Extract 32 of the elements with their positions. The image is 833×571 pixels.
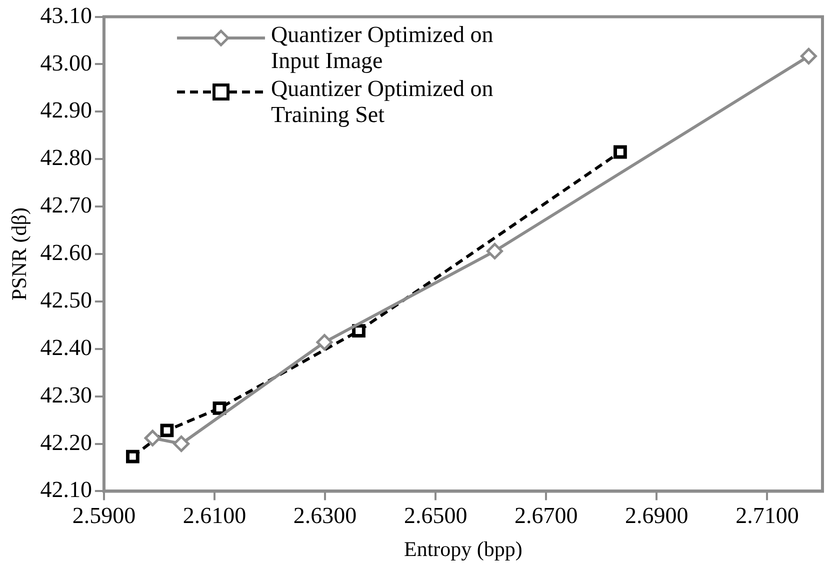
y-tick-label: 43.00 bbox=[40, 50, 92, 76]
point bbox=[316, 334, 333, 350]
y-tick-label: 43.10 bbox=[40, 2, 92, 28]
y-tick-label: 42.80 bbox=[40, 145, 92, 170]
legend-label: Quantizer Optimized on Input Image bbox=[271, 22, 494, 74]
point bbox=[144, 430, 161, 446]
legend-label: Quantizer Optimized on Training Set bbox=[271, 76, 494, 128]
x-tick-label: 2.6300 bbox=[293, 503, 357, 528]
y-tick-label: 42.10 bbox=[40, 477, 92, 502]
point bbox=[352, 324, 366, 338]
x-tick-label: 2.6100 bbox=[182, 503, 246, 528]
y-tick-label: 42.70 bbox=[40, 192, 92, 218]
point bbox=[212, 401, 226, 415]
x-tick-label: 2.6500 bbox=[404, 503, 468, 528]
x-tick-label: 2.6900 bbox=[625, 503, 688, 528]
y-tick-label: 42.60 bbox=[40, 240, 92, 266]
point bbox=[173, 436, 190, 452]
x-tick-label: 2.5900 bbox=[72, 503, 136, 528]
y-tick-label: 42.50 bbox=[40, 287, 92, 312]
point bbox=[800, 48, 817, 64]
y-tick-label: 42.90 bbox=[40, 98, 92, 123]
point bbox=[126, 450, 140, 464]
y-axis-title: PSNR (dβ) bbox=[7, 208, 32, 300]
point bbox=[486, 242, 503, 260]
x-tick-label: 2.7100 bbox=[736, 503, 799, 528]
point bbox=[614, 145, 627, 159]
x-tick-label: 2.6700 bbox=[514, 503, 578, 528]
point bbox=[160, 424, 174, 438]
x-axis-title: Entropy (bpp) bbox=[404, 536, 522, 561]
y-tick-label: 42.40 bbox=[40, 334, 92, 360]
y-tick-label: 42.30 bbox=[40, 382, 92, 408]
y-tick-label: 42.20 bbox=[40, 430, 92, 455]
